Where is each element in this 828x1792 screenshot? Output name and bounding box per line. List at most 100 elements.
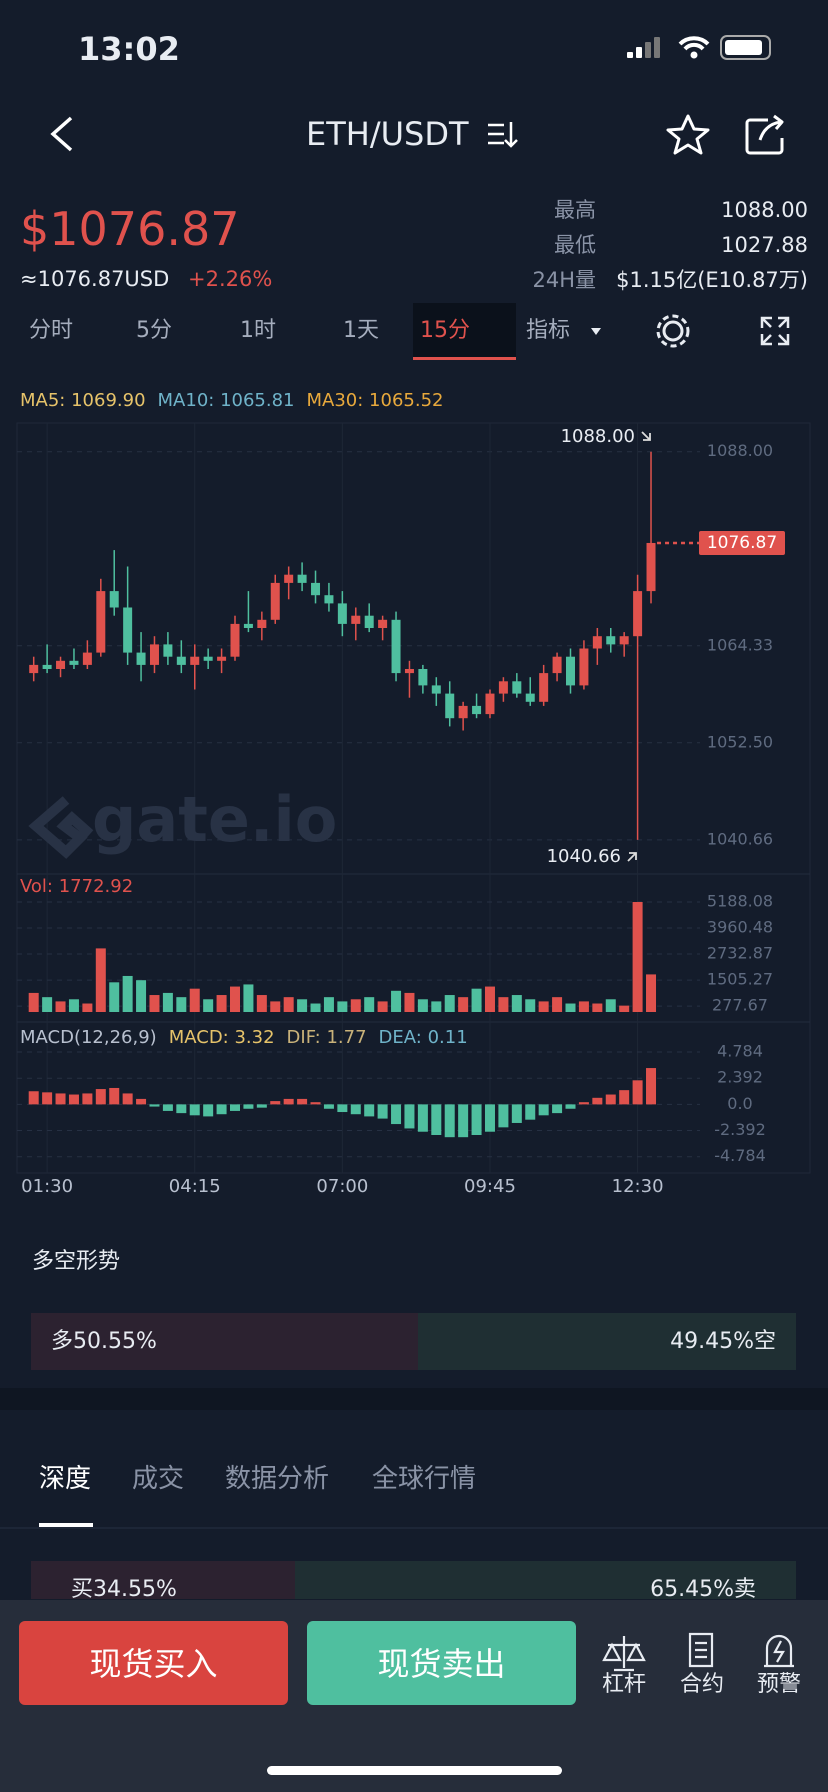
volume-bar [592,1003,603,1012]
tool-label[interactable]: 预警 [756,1672,801,1697]
volume-bar [350,999,361,1012]
volume-bar [230,986,240,1012]
macd-bar [323,1104,334,1109]
macd-bar [203,1104,214,1117]
fullscreen-button[interactable] [760,316,790,346]
volume-bar [337,1001,348,1012]
interval-tab[interactable]: 指标 [525,318,570,343]
section-divider [0,1388,828,1410]
candle-body [297,574,307,583]
candle-body [96,591,106,653]
contract-icon[interactable] [688,1632,714,1668]
long-share [31,1313,418,1370]
macd-bar [364,1104,375,1117]
candle-body [29,664,39,674]
candle-body [311,582,321,596]
macd-bar [377,1104,388,1119]
candle-body [485,693,495,715]
interval-tab[interactable]: 分时 [28,318,73,343]
detail-tab[interactable]: 数据分析 [225,1464,330,1494]
macd-bar [95,1089,106,1105]
candle-body [56,660,66,669]
price-tick-label: 1088.00 [707,441,773,460]
macd-bar [68,1094,79,1105]
volume-bar [431,1001,442,1012]
volume-bar [203,999,214,1012]
stat-value: 1027.88 [721,233,808,257]
sell-button[interactable] [307,1621,576,1705]
detail-tab[interactable]: 深度 [39,1464,92,1494]
volume-bar [552,997,563,1012]
volume-tick-label: 3960.48 [707,918,773,937]
candle-body [539,673,549,702]
volume-bar [297,999,308,1012]
settings-button[interactable] [662,320,684,342]
volume-bar [364,997,375,1012]
candle-body [431,685,441,694]
macd-tick-label: 2.392 [717,1068,763,1087]
candle-body [149,644,159,665]
share-button[interactable] [745,114,784,155]
candle-body [109,591,119,608]
interval-tab[interactable]: 15分 [420,318,470,343]
pair-title[interactable]: ETH/USDT [306,115,469,153]
alert-icon[interactable] [764,1634,794,1668]
ma-label: MA10: 1065.81 [157,390,295,411]
candle-body [42,664,52,669]
volume-bar [458,997,469,1012]
tool-label[interactable]: 杠杆 [601,1672,646,1697]
sentiment-bar: 多50.55% 49.45%空 [31,1313,796,1370]
active-interval-bg [413,303,516,360]
stat-label: 最低 [554,233,596,257]
buy-button[interactable] [19,1621,288,1705]
macd-value-label: DEA: 0.11 [378,1027,468,1048]
interval-tab[interactable]: 1天 [343,318,379,343]
volume-bar [136,980,147,1012]
volume-tick-label: 2732.87 [707,944,773,963]
macd-bar [109,1087,120,1105]
volume-bar [310,1003,321,1012]
buy-button-label[interactable]: 现货买入 [89,1645,218,1683]
candle-body [566,656,575,686]
candle-body [646,542,656,592]
usd-price: ≈1076.87USD [20,267,170,291]
back-button[interactable] [50,116,73,152]
volume-bar [256,995,267,1012]
candle-body [351,615,361,624]
macd-bar [565,1104,576,1109]
candle-body [203,656,213,661]
macd-bar [230,1104,240,1111]
interval-tab[interactable]: 5分 [136,318,172,343]
macd-value-label: MACD: 3.32 [168,1027,275,1048]
tool-label[interactable]: 合约 [679,1672,724,1697]
detail-tab[interactable]: 成交 [132,1464,185,1494]
volume-bar [323,997,334,1012]
watermark: gate.io [92,783,337,856]
volume-bar [82,1003,93,1012]
macd-bar [243,1104,254,1109]
candle-body [445,693,455,719]
stat-label: 最高 [554,198,596,222]
switch-pair-icon[interactable] [488,122,518,148]
last-price: $1076.87 [20,202,240,256]
favorite-button[interactable] [666,114,710,155]
candle-body [606,636,616,645]
candle-body [552,656,562,674]
candle-body [458,705,468,719]
long-label: 多50.55% [51,1329,157,1354]
interval-tab[interactable]: 1时 [240,318,276,343]
volume-bar [189,988,200,1012]
candle-body [190,656,200,665]
leverage-icon[interactable] [602,1636,646,1672]
macd-bar [578,1102,589,1105]
macd-bar [189,1104,200,1116]
macd-bar [605,1094,616,1105]
volume-bar [109,982,120,1012]
macd-bar [256,1104,267,1108]
price-tick-label: 1064.33 [707,635,773,654]
sell-button-label[interactable]: 现货卖出 [377,1645,506,1683]
depth-bar: 买34.55% 65.45%卖 [31,1561,796,1599]
volume-bar [216,995,227,1012]
detail-tab[interactable]: 全球行情 [372,1464,477,1494]
